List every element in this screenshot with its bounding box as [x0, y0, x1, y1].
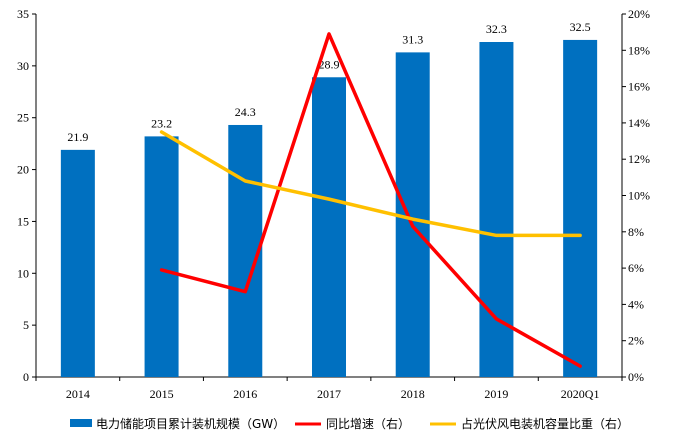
right-y-tick-label: 12% — [628, 152, 650, 166]
legend-label: 同比增速（右） — [326, 416, 410, 431]
bar-data-label: 23.2 — [151, 116, 172, 130]
right-y-tick-label: 10% — [628, 189, 650, 203]
bar-data-label: 32.3 — [486, 22, 507, 36]
right-y-tick-label: 6% — [628, 261, 644, 275]
right-y-tick-label: 16% — [628, 80, 650, 94]
legend-item-bar: 电力储能项目累计装机规模（GW） — [70, 416, 285, 431]
x-tick-label: 2020Q1 — [561, 387, 600, 401]
right-y-tick-label: 2% — [628, 334, 644, 348]
right-y-tick-label: 20% — [628, 7, 650, 21]
bar-series — [60, 39, 598, 378]
bar — [60, 149, 95, 377]
bar-data-label: 32.5 — [570, 20, 591, 34]
left-y-tick-label: 30 — [17, 59, 29, 73]
left-y-tick-label: 0 — [23, 370, 29, 384]
x-tick-label: 2014 — [66, 387, 90, 401]
left-y-tick-label: 5 — [23, 318, 29, 332]
left-y-tick-label: 15 — [17, 214, 29, 228]
legend-item-growth: 同比增速（右） — [295, 416, 410, 431]
share-ratio-line — [159, 130, 582, 238]
bar-data-label: 28.9 — [319, 57, 340, 71]
x-tick-label: 2016 — [233, 387, 257, 401]
right-y-tick-label: 18% — [628, 43, 650, 57]
bar-data-labels: 21.9 23.2 24.3 28.9 31.3 32.3 32.5 — [67, 20, 590, 144]
bar — [479, 42, 514, 377]
legend: 电力储能项目累计装机规模（GW） 同比增速（右） 占光伏风电装机容量比重（右） — [70, 416, 629, 431]
line-series — [159, 32, 582, 368]
right-y-tick-label: 8% — [628, 225, 644, 239]
legend-label: 占光伏风电装机容量比重（右） — [461, 416, 629, 431]
bar-data-label: 24.3 — [235, 105, 256, 119]
right-y-tick-label: 14% — [628, 116, 650, 130]
left-y-tick-label: 10 — [17, 266, 29, 280]
axes: 0 5 10 15 20 25 30 35 0% 2% 4% 6% 8% 10% 12% 14% 16% 18% 2… — [17, 7, 650, 401]
x-tick-label: 2017 — [317, 387, 341, 401]
bar — [228, 124, 263, 377]
legend-swatch — [70, 419, 92, 427]
growth-rate-line — [159, 32, 582, 368]
x-tick-label: 2019 — [484, 387, 508, 401]
bar — [563, 39, 598, 378]
x-tick-label: 2018 — [401, 387, 425, 401]
bar-data-label: 31.3 — [402, 32, 423, 46]
bar-data-label: 21.9 — [67, 130, 88, 144]
bar — [312, 77, 346, 377]
bar — [144, 136, 179, 377]
right-y-tick-label: 0% — [628, 370, 644, 384]
legend-label: 电力储能项目累计装机规模（GW） — [96, 416, 285, 431]
left-y-tick-label: 20 — [17, 163, 29, 177]
right-y-tick-label: 4% — [628, 297, 644, 311]
x-tick-label: 2015 — [150, 387, 174, 401]
legend-item-share: 占光伏风电装机容量比重（右） — [430, 416, 629, 431]
left-y-tick-label: 25 — [17, 111, 29, 125]
left-y-tick-label: 35 — [17, 7, 29, 21]
